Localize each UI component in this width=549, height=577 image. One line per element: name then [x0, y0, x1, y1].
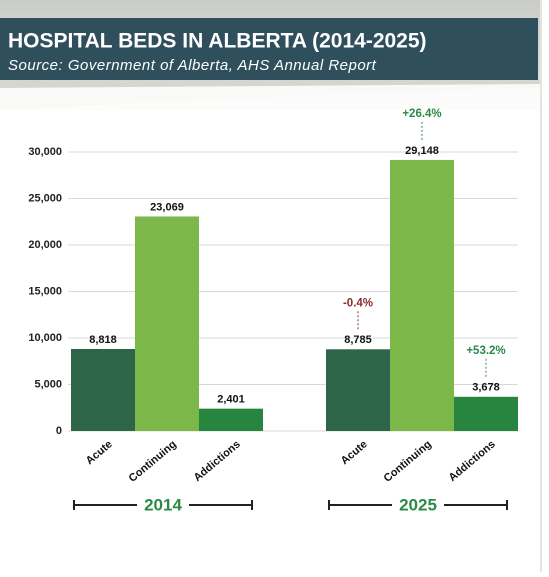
bar [71, 348, 135, 431]
y-tick-label: 5,000 [34, 378, 62, 390]
bar [326, 349, 390, 431]
header-fade [0, 84, 540, 110]
value-label: 2,401 [217, 394, 245, 406]
value-label: 23,069 [150, 201, 184, 213]
group-label: 2025 [399, 495, 437, 514]
x-tick-label: Acute [339, 438, 370, 467]
change-label: +53.2% [466, 345, 505, 357]
x-tick-label: Addictions [192, 438, 243, 484]
value-label: 29,148 [405, 145, 439, 157]
bar [135, 216, 199, 431]
group-label: 2014 [144, 495, 182, 514]
chart-title: HOSPITAL BEDS IN ALBERTA (2014-2025) [8, 30, 427, 53]
y-tick-label: 25,000 [28, 192, 62, 204]
chart-subtitle: Source: Government of Alberta, AHS Annua… [8, 57, 377, 74]
value-label: 3,678 [472, 382, 500, 394]
change-label: +26.4% [402, 108, 441, 120]
bar [199, 408, 263, 431]
x-tick-label: Continuing [382, 438, 434, 485]
x-tick-label: Acute [84, 438, 115, 467]
value-label: 8,818 [89, 334, 117, 346]
y-tick-label: 0 [56, 425, 62, 437]
x-tick-label: Continuing [127, 438, 179, 485]
y-tick-label: 30,000 [28, 146, 62, 158]
bar [454, 396, 518, 431]
y-tick-label: 10,000 [28, 332, 62, 344]
value-label: 8,785 [344, 334, 372, 346]
x-tick-label: Addictions [447, 438, 498, 484]
y-tick-label: 15,000 [28, 285, 62, 297]
bar [390, 159, 454, 432]
title-band [0, 18, 538, 80]
y-tick-label: 20,000 [28, 239, 62, 251]
change-label: -0.4% [343, 297, 373, 309]
